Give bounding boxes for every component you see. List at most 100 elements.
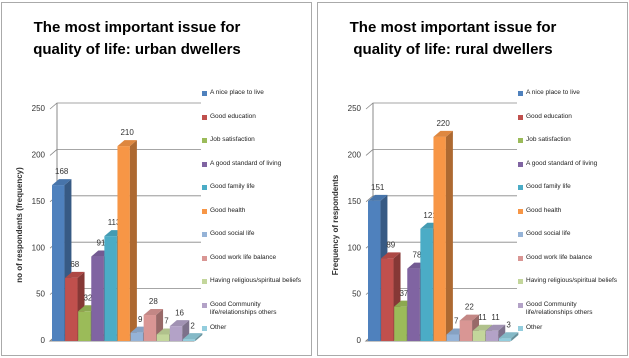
legend-text: Other (526, 324, 543, 331)
y-tick-label: 0 (357, 336, 362, 345)
legend-item: Job satisfaction (202, 136, 308, 160)
bar (182, 333, 203, 341)
data-label: 113 (108, 218, 121, 227)
y-axis-label: Frequency of respondents (331, 174, 340, 275)
legend-item: Good health (518, 207, 624, 231)
bar-front (52, 185, 65, 341)
legend-item: Good health (202, 207, 308, 231)
bar (117, 140, 137, 341)
bar-front (446, 334, 459, 341)
legend-text: A nice place to live (210, 89, 264, 96)
data-label: 28 (149, 297, 158, 306)
legend-item: Good family life (202, 183, 308, 207)
data-label: 16 (175, 308, 184, 317)
legend-swatch (518, 185, 523, 190)
data-label: 2 (190, 321, 195, 330)
bar (169, 320, 190, 341)
bar-top (182, 333, 203, 340)
legend-swatch (202, 91, 207, 96)
bar-side (498, 324, 506, 341)
legend-swatch (518, 138, 523, 143)
y-tick-label: 100 (348, 243, 362, 252)
bar-front (459, 320, 473, 341)
legend-swatch (202, 232, 207, 237)
legend-item: Having religious/spiritual beliefs (518, 277, 624, 301)
grid-line (365, 148, 517, 156)
bar-top (117, 140, 137, 147)
legend-text: Good social life (526, 230, 571, 237)
legend-text: Good work life balance (526, 253, 593, 261)
legend-text: Good Community life/relationships others (526, 300, 593, 316)
y-tick-label: 150 (32, 197, 46, 206)
data-label: 91 (97, 239, 106, 248)
chart-panel: 0 50 100 150 200 250 Frequency of respondents 1… (317, 2, 628, 356)
bar-side (129, 140, 137, 341)
legend-swatch (518, 161, 523, 167)
legend-text: Having religious/spiritual beliefs (210, 277, 302, 284)
bar-top (143, 309, 164, 316)
bar-front (485, 330, 499, 341)
bar-front (143, 315, 157, 341)
data-label: 3 (506, 320, 511, 329)
legend-item: Having religious/spiritual beliefs (202, 277, 308, 301)
y-tick-label: 150 (348, 197, 362, 206)
legend-swatch (202, 161, 207, 167)
data-label: 11 (491, 313, 500, 322)
bar-front (182, 339, 196, 341)
legend-item: A nice place to live (202, 89, 308, 113)
legend-text: Good family life (210, 183, 255, 190)
bar-side (195, 333, 203, 341)
grid-line (49, 148, 201, 156)
chart-panel: 0 50 100 150 200 250 no of respondents (freque… (1, 2, 312, 356)
data-label: 68 (70, 260, 79, 269)
legend-swatch (518, 279, 523, 284)
bar-front (130, 332, 143, 341)
bar-front (394, 306, 407, 341)
data-label: 11 (478, 313, 487, 322)
legend: A nice place to live Good education Job sa… (202, 89, 308, 348)
legend-text: Job satisfaction (526, 136, 571, 143)
legend-item: Good work life balance (518, 254, 624, 278)
y-tick-label: 100 (32, 243, 46, 252)
legend-text: Good family life (526, 183, 571, 190)
bar-side (511, 332, 519, 341)
legend-swatch (518, 232, 523, 237)
legend-item: Good family life (518, 183, 624, 207)
bar-front (156, 334, 170, 341)
legend-item: Good Community life/relationships others (518, 301, 624, 325)
legend-text: Job satisfaction (210, 136, 255, 143)
data-label: 220 (436, 119, 450, 128)
bar (498, 332, 519, 341)
data-label: 22 (465, 303, 474, 312)
legend-text: Good health (210, 206, 246, 214)
legend-swatch (518, 326, 523, 331)
bar-front (433, 136, 446, 341)
data-label: 32 (83, 293, 92, 302)
legend-swatch (518, 302, 523, 308)
legend-text: Good Community life/relationships others (210, 300, 277, 316)
legend-text: A nice place to live (526, 89, 580, 96)
bar-top (459, 314, 480, 321)
legend-swatch (202, 255, 207, 261)
bar-front (498, 338, 512, 341)
legend-item: Good work life balance (202, 254, 308, 278)
legend-swatch (202, 114, 207, 120)
legend-item: Good education (518, 113, 624, 137)
bar-top (381, 252, 401, 259)
legend-item: Other (202, 324, 308, 348)
y-tick-label: 50 (352, 290, 361, 299)
legend-swatch (518, 114, 523, 120)
bar-top (485, 324, 506, 331)
legend-swatch (202, 208, 207, 214)
legend-item: Good social life (202, 230, 308, 254)
bar-front (368, 200, 381, 341)
bar-top (52, 179, 72, 186)
bar-top (498, 332, 519, 339)
grid-line (49, 102, 201, 110)
bar-front (104, 236, 117, 341)
y-tick-label: 250 (348, 104, 362, 113)
legend-item: Good Community life/relationships others (202, 301, 308, 325)
y-tick-label: 50 (36, 290, 45, 299)
bar-front (420, 228, 433, 341)
legend-text: Good health (526, 206, 562, 214)
